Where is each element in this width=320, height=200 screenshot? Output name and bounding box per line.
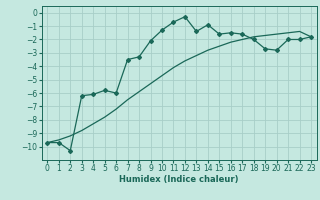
X-axis label: Humidex (Indice chaleur): Humidex (Indice chaleur) (119, 175, 239, 184)
